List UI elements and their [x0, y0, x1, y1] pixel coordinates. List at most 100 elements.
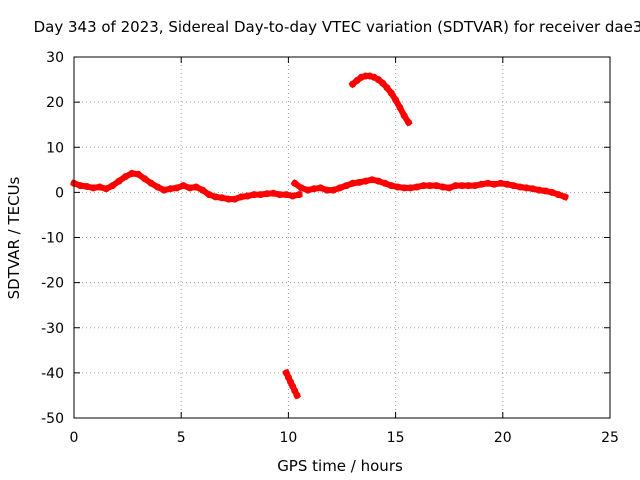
data-point [310, 185, 318, 193]
data-point [342, 182, 350, 190]
grid [74, 57, 610, 418]
data-point [522, 184, 530, 192]
chart-title: Day 343 of 2023, Sidereal Day-to-day VTE… [34, 18, 640, 36]
data-point [297, 184, 305, 192]
y-tick-label: 0 [55, 185, 64, 201]
data-point [89, 184, 97, 192]
data-point [141, 175, 149, 183]
data-point [490, 180, 498, 188]
data-point [392, 96, 400, 104]
data-point [269, 189, 277, 197]
x-tick-label: 20 [494, 430, 512, 446]
data-point [282, 191, 290, 199]
data-point [420, 182, 427, 190]
data-point [212, 193, 219, 201]
x-tick-label: 5 [177, 430, 186, 446]
data-point [102, 185, 110, 193]
data-point [224, 195, 232, 203]
data-point [76, 182, 84, 190]
data-point [400, 184, 408, 192]
data-point [471, 182, 479, 190]
y-axis-label: SDTVAR / TECUs [5, 176, 23, 299]
data-point [218, 194, 226, 202]
data-point [535, 186, 543, 194]
data-point [432, 182, 440, 190]
data-point [83, 183, 91, 190]
data-point [396, 104, 404, 111]
data-point [109, 182, 117, 190]
x-axis-label: GPS time / hours [277, 457, 403, 475]
y-tick-label: 30 [46, 50, 64, 66]
data-point [387, 89, 395, 97]
data-point [445, 184, 453, 192]
data-point [400, 112, 408, 120]
data-point [381, 179, 389, 187]
data-point [362, 177, 370, 185]
y-tick-label: 10 [46, 140, 64, 156]
data-point [510, 182, 517, 190]
data-point [192, 183, 200, 191]
data-point [439, 183, 447, 191]
x-tick-label: 10 [279, 430, 297, 446]
data-point [497, 179, 505, 187]
data-point [199, 186, 207, 194]
data-point [134, 170, 142, 178]
data-point [295, 191, 303, 199]
data-point [349, 179, 357, 187]
data-point [257, 191, 264, 199]
data-point [426, 182, 434, 190]
x-tick-label: 15 [387, 430, 405, 446]
data-point [293, 391, 301, 399]
data-point [394, 183, 402, 191]
data-point [205, 191, 213, 199]
data-point [250, 191, 258, 199]
data-point [561, 193, 569, 201]
data-point [555, 191, 562, 199]
data-point [304, 186, 312, 194]
data-point [186, 184, 194, 192]
data-point [458, 182, 466, 190]
x-tick-label: 25 [601, 430, 619, 446]
data-point [237, 193, 245, 201]
data-point [289, 192, 297, 200]
data-point [336, 184, 344, 192]
data-point [128, 169, 136, 177]
data-point [503, 180, 511, 188]
data-point [179, 182, 187, 190]
data-point [291, 179, 299, 187]
x-axis: 0 5 10 15 20 25 [70, 57, 619, 446]
data-point [383, 84, 391, 92]
y-tick-label: -20 [41, 276, 64, 292]
data-point [263, 190, 271, 198]
y-tick-label: -50 [41, 411, 64, 427]
data-point [167, 185, 174, 193]
data-point [147, 179, 155, 187]
data-point [529, 185, 537, 193]
data-point [548, 188, 556, 196]
data-point [477, 180, 485, 188]
y-tick-label: -40 [41, 366, 64, 382]
data-point [96, 183, 104, 191]
data-point [542, 187, 550, 195]
data-point [387, 182, 395, 190]
data-point [516, 183, 524, 191]
data-point [173, 184, 181, 192]
data-point [244, 192, 252, 200]
y-axis: -50 -40 -30 -20 -10 0 10 20 30 [41, 50, 610, 427]
y-tick-label: -10 [41, 231, 64, 247]
data-point [413, 183, 421, 191]
data-point [115, 177, 123, 185]
data-point [355, 178, 363, 186]
data-point [379, 79, 387, 87]
x-tick-label: 0 [70, 430, 79, 446]
data-point [160, 186, 168, 194]
series-layer [70, 72, 569, 400]
data-point [154, 183, 162, 191]
data-point [368, 176, 376, 184]
data-point [484, 179, 492, 187]
data-point [323, 186, 331, 194]
data-point [317, 184, 325, 192]
data-point [231, 195, 239, 203]
data-point [329, 186, 337, 194]
